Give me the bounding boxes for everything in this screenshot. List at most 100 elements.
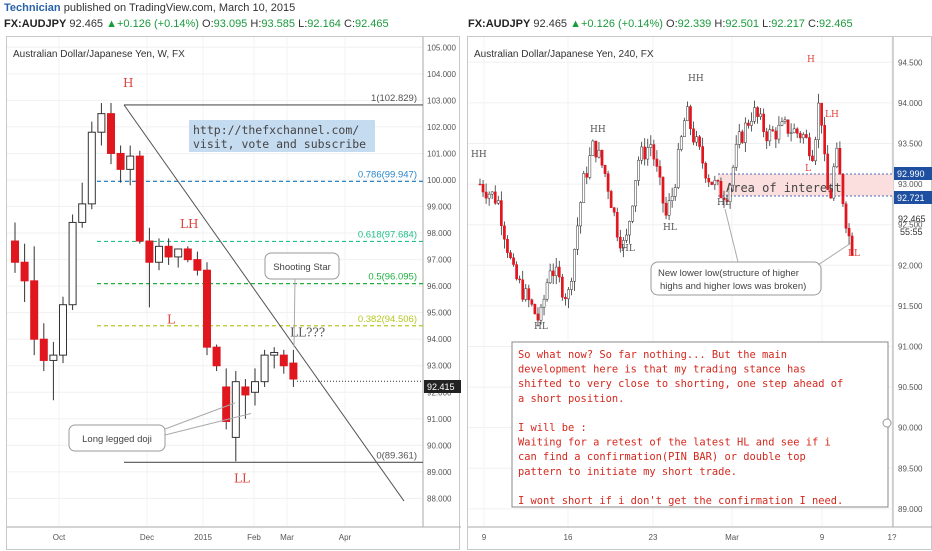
- weekly-candle-body: [155, 245, 163, 263]
- weekly-price-tick: 103.000: [427, 96, 456, 105]
- descending-trendline[interactable]: [123, 104, 405, 502]
- weekly-candle-body: [59, 304, 67, 356]
- weekly-candle-body: [212, 346, 221, 367]
- right-low-label: L:: [762, 18, 772, 30]
- scroll-handle[interactable]: [882, 418, 892, 428]
- h4-chart-panel[interactable]: Australian Dollar/Japanese Yen, 240, FX …: [467, 36, 932, 550]
- h4-candle-body: [640, 146, 644, 161]
- left-last: 92.465: [69, 18, 104, 30]
- commentary-note[interactable]: So what now? So far nothing... But the m…: [511, 341, 889, 508]
- h4-swing-label: HL: [663, 223, 677, 233]
- h4-candle-body: [515, 264, 518, 280]
- h4-candle-body: [838, 148, 842, 175]
- weekly-trendlines[interactable]: [123, 104, 405, 502]
- weekly-candle-body: [260, 354, 269, 383]
- h4-candle-body: [484, 191, 488, 199]
- left-low-label: L:: [298, 18, 308, 30]
- h4-candle-body: [820, 102, 823, 126]
- commentary-line: can find a confirmation(PIN BAR) or doub…: [518, 451, 806, 463]
- weekly-price-tick: 96.000: [427, 282, 452, 291]
- h4-swing-label: LL: [848, 249, 860, 259]
- h4-price-axis[interactable]: 94.500 94.000 93.500 93.000 92.500 92.000 91.5…: [898, 58, 923, 514]
- h4-candle-body: [606, 173, 610, 192]
- weekly-chart-svg[interactable]: Australian Dollar/Japanese Yen, W, FX 10…: [7, 37, 461, 551]
- weekly-candle-body: [203, 269, 211, 348]
- commentary-line: pattern to initiate my short trade.: [518, 466, 737, 478]
- h4-price-tick: 92.500: [898, 221, 923, 230]
- right-change: ▲+0.126 (+0.14%): [570, 18, 663, 30]
- label-lh: LH: [180, 217, 198, 231]
- url-note[interactable]: http://thefxchannel.com/ visit, vote and…: [189, 120, 375, 152]
- h4-candle-body: [597, 149, 601, 158]
- weekly-candle-body: [20, 261, 29, 282]
- h4-candle-body: [496, 200, 500, 204]
- weekly-price-tick: 105.000: [427, 43, 456, 52]
- label-ll-question: LL???: [290, 326, 325, 340]
- h4-swing-label: HH: [471, 150, 487, 160]
- h4-time-tick: 1?: [888, 533, 897, 542]
- fibonacci-retracement[interactable]: 1(102.829) 0.786(99.947) 0.618(97.684) 0.5(…: [97, 93, 423, 463]
- h4-candle-body: [670, 196, 674, 201]
- left-low: 92.164: [307, 18, 341, 30]
- h4-candle-body: [493, 191, 497, 204]
- h4-candle-body: [490, 191, 494, 195]
- weekly-candle-body: [270, 351, 279, 356]
- h4-candle-body: [783, 119, 787, 122]
- h4-candle-body: [588, 155, 592, 178]
- label-h: H: [123, 76, 133, 90]
- h4-candle-body: [573, 249, 576, 282]
- h4-candle-body: [561, 276, 564, 298]
- h4-candle-body: [527, 288, 531, 301]
- callout-pointer-1: [724, 208, 739, 263]
- h4-chart-svg[interactable]: Australian Dollar/Japanese Yen, 240, FX …: [468, 37, 932, 551]
- weekly-price-tick: 88.000: [427, 494, 452, 503]
- author-link[interactable]: Technician: [4, 2, 61, 14]
- area-of-interest-zone[interactable]: Area of interest: [718, 173, 893, 197]
- h4-candle-body: [847, 228, 851, 237]
- commentary-line: I wont short if i don't get the confirma…: [518, 495, 843, 507]
- h4-candle-body: [673, 187, 677, 197]
- h4-price-tags: 92.990 92.721 92.465 55:55: [894, 167, 932, 237]
- weekly-time-axis[interactable]: Oct Dec 2015 Feb Mar Apr: [53, 533, 352, 542]
- h4-candle-body: [850, 235, 854, 256]
- commentary-line: shifted to very close to shorting, one s…: [518, 378, 843, 390]
- h4-swing-label: HH: [688, 74, 704, 84]
- zone-fill: [718, 174, 893, 196]
- h4-candle-body: [710, 181, 714, 185]
- weekly-chart-panel[interactable]: Australian Dollar/Japanese Yen, W, FX 10…: [6, 36, 461, 551]
- h4-candle-body: [478, 183, 482, 186]
- fib-level-label: 0.5(96.095): [368, 272, 417, 283]
- h4-price-tick: 94.500: [898, 58, 923, 67]
- h4-price-tick: 89.500: [898, 464, 923, 473]
- h4-candle-body: [625, 234, 628, 241]
- doji-label: Long legged doji: [82, 434, 152, 445]
- h4-candle-body: [740, 131, 744, 143]
- zone-bottom-tag-text: 92.721: [897, 193, 925, 203]
- publish-line: Technician published on TradingView.com,…: [4, 1, 295, 15]
- right-low: 92.217: [771, 18, 805, 30]
- bar-countdown: 55:55: [900, 227, 923, 237]
- weekly-price-tick: 93.000: [427, 362, 452, 371]
- left-close-label: C:: [344, 18, 355, 30]
- weekly-candle-body: [87, 131, 96, 205]
- label-l: L: [167, 312, 175, 326]
- url-note-line-1: http://thefxchannel.com/: [193, 123, 359, 137]
- lower-low-callout[interactable]: New lower low(structure of higher highs …: [650, 208, 852, 296]
- h4-time-axis[interactable]: 9 16 23 Mar 9 1?: [482, 533, 897, 542]
- h4-price-tick: 89.000: [898, 505, 923, 514]
- h4-swing-label: HH: [590, 125, 606, 135]
- h4-candle-body: [695, 136, 698, 143]
- right-high-label: H:: [714, 18, 726, 30]
- h4-candle-body: [545, 282, 549, 300]
- weekly-candle-body: [251, 381, 259, 393]
- left-quote-bar: FX:AUDJPY 92.465 ▲+0.126 (+0.14%) O:93.0…: [4, 17, 389, 31]
- h4-candle-body: [689, 106, 692, 130]
- right-quote-bar: FX:AUDJPY 92.465 ▲+0.126 (+0.14%) O:92.3…: [468, 17, 853, 31]
- h4-candle-body: [664, 202, 668, 216]
- h4-candle-body: [503, 225, 506, 240]
- h4-candle-body: [744, 122, 747, 143]
- weekly-price-axis[interactable]: 105.000 104.000 103.000 102.000 101.000 100.0…: [427, 43, 456, 503]
- weekly-candle-body: [126, 155, 135, 170]
- h4-candle-body: [667, 200, 671, 216]
- h4-price-tick: 91.500: [898, 302, 923, 311]
